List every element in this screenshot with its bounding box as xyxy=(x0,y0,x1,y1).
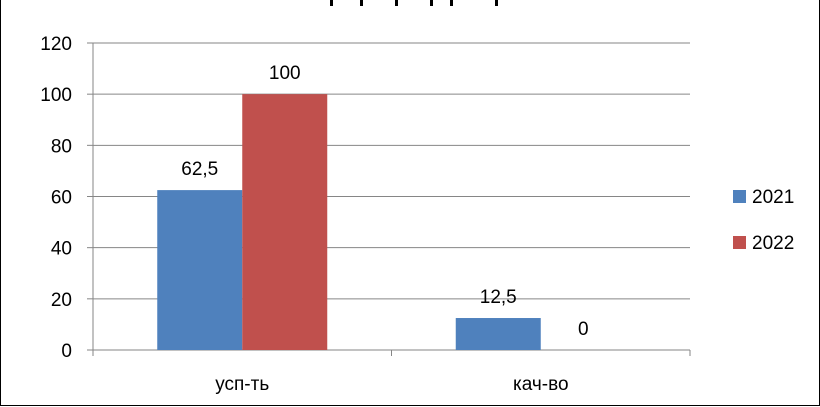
data-label: 12,5 xyxy=(480,287,517,308)
y-tick-label: 20 xyxy=(51,290,72,311)
bars xyxy=(157,94,541,351)
data-label: 62,5 xyxy=(181,159,218,180)
y-tick-label: 40 xyxy=(51,239,72,260)
bar-2021-1 xyxy=(455,318,541,350)
y-tick-label: 0 xyxy=(61,341,72,362)
data-label: 100 xyxy=(269,63,301,84)
bar-2022-0 xyxy=(242,94,328,351)
bar-2021-0 xyxy=(157,190,243,350)
category-label: усп-ть xyxy=(215,374,269,395)
axes: 0 20 40 60 80 100 120 усп-ть кач-во xyxy=(40,34,691,395)
legend-swatch xyxy=(733,190,746,203)
category-label: кач-во xyxy=(513,374,569,395)
data-labels: 62,5 100 12,5 0 xyxy=(181,63,588,340)
y-tick-label: 100 xyxy=(40,85,72,106)
legend-swatch xyxy=(733,236,746,249)
legend-label: 2021 xyxy=(752,187,794,208)
data-label: 0 xyxy=(578,319,589,340)
y-tick-label: 60 xyxy=(51,188,72,209)
title-fragment xyxy=(300,0,540,8)
y-tick-label: 80 xyxy=(51,136,72,157)
y-tick-label: 120 xyxy=(40,34,72,55)
legend: 2021 2022 xyxy=(733,187,794,254)
legend-label: 2022 xyxy=(752,233,794,254)
